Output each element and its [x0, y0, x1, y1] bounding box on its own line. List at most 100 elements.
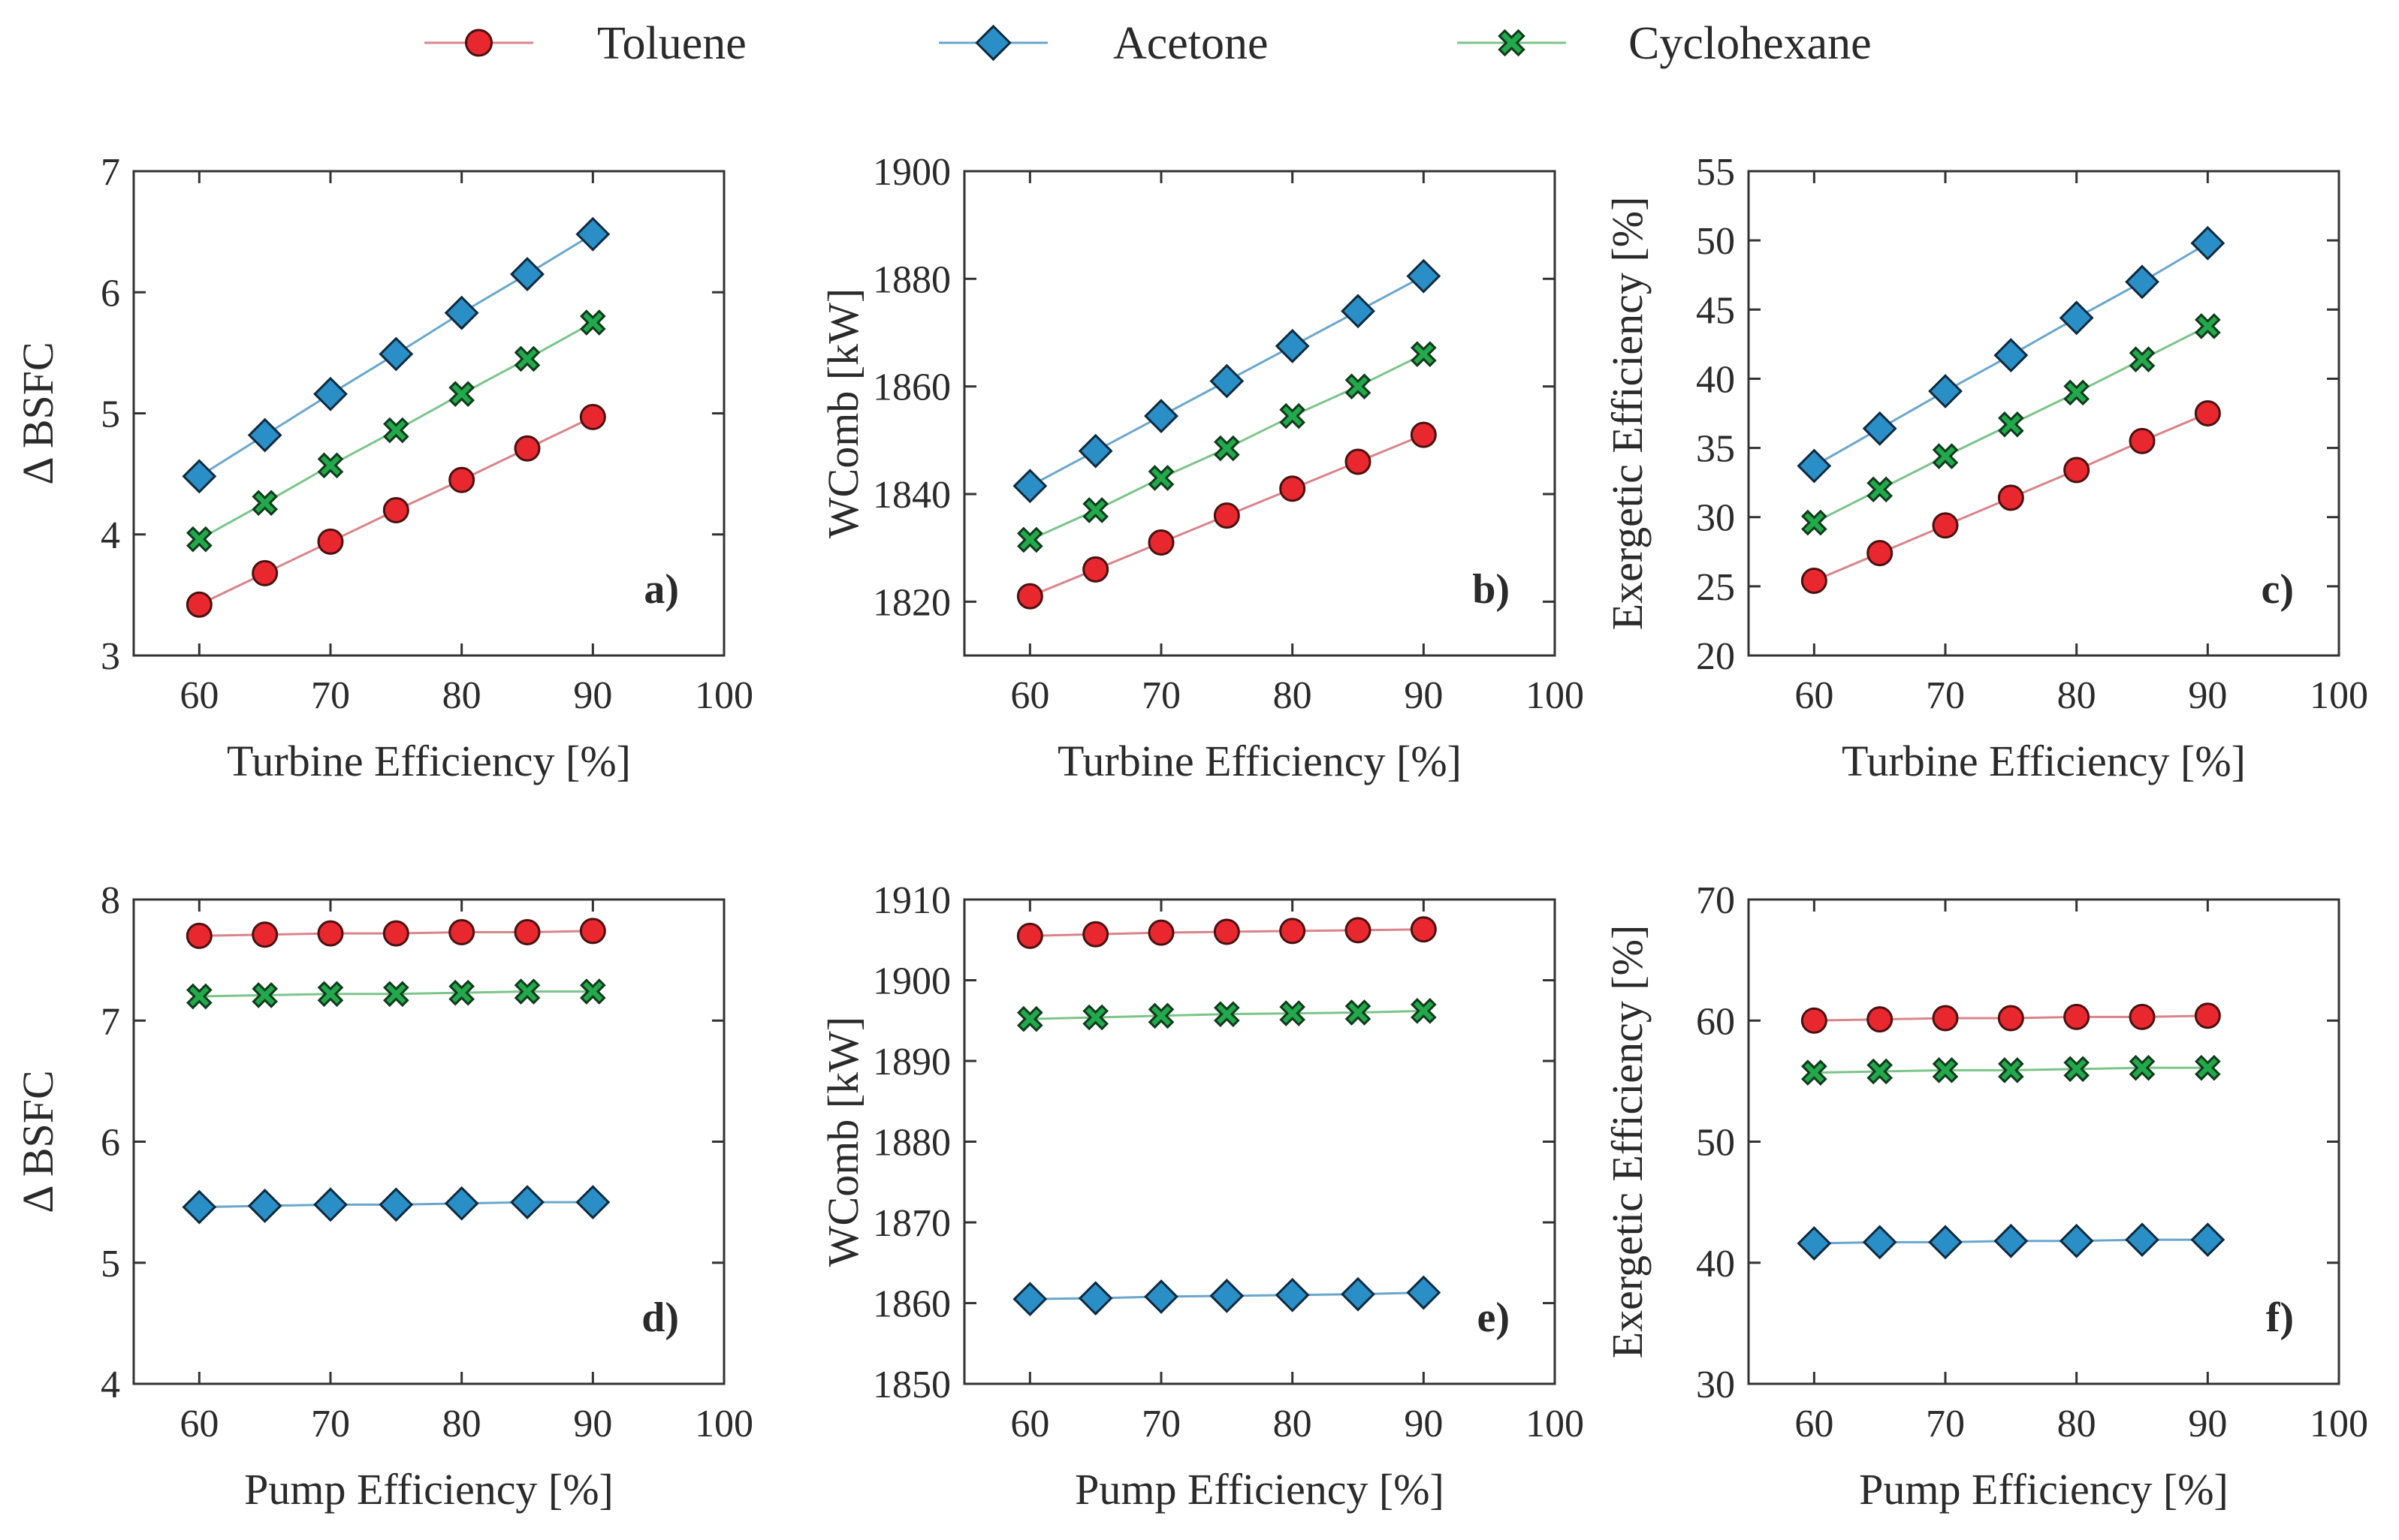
data-point-acetone	[182, 1189, 217, 1225]
data-point-acetone	[2059, 1223, 2094, 1258]
x-tick-label: 80	[442, 674, 481, 717]
data-point-toluene	[1148, 529, 1175, 556]
y-tick-label: 20	[1696, 635, 1735, 678]
chart-panel-a: 60 70 80 90 100 3 4 5 6 7 Turbine Efficiency [%] Δ …	[14, 151, 753, 785]
data-point-toluene	[1344, 917, 1372, 944]
y-axis-label: Exergetic Efficiency [%]	[1603, 925, 1652, 1359]
data-point-acetone	[1209, 363, 1245, 399]
data-point-cyclohexane	[252, 490, 278, 517]
legend-marker-acetone	[975, 24, 1012, 62]
legend: Toluene Acetone Cyclohexane	[424, 18, 1872, 69]
data-point-acetone	[2190, 225, 2225, 261]
data-point-toluene	[448, 466, 475, 493]
data-point-cyclohexane	[383, 417, 409, 444]
chart-panel-d: 60 70 80 90 100 4 5 6 7 8 Pump Efficiency [%] Δ BSF…	[14, 879, 753, 1514]
data-point-toluene	[186, 591, 213, 618]
panel-tag-e: e)	[1477, 1294, 1510, 1341]
x-tick-label: 100	[2310, 674, 2368, 717]
data-point-acetone	[1144, 1279, 1178, 1314]
data-point-toluene	[1866, 540, 1894, 567]
y-tick-label: 30	[1696, 1364, 1735, 1406]
data-point-acetone	[247, 1189, 282, 1223]
legend-label-toluene: Toluene	[597, 18, 747, 69]
data-point-toluene	[317, 920, 344, 947]
data-point-toluene	[1932, 1005, 1959, 1032]
x-tick-label: 100	[1525, 1403, 1584, 1445]
y-tick-label: 70	[1696, 879, 1735, 922]
x-tick-label: 90	[2188, 674, 2227, 717]
data-point-acetone	[1797, 1226, 1832, 1261]
series-cyclohexane	[186, 309, 606, 553]
data-point-cyclohexane	[1214, 435, 1240, 462]
data-point-cyclohexane	[1082, 497, 1109, 523]
data-point-cyclohexane	[1411, 998, 1437, 1024]
y-tick-label: 4	[101, 1364, 120, 1406]
plot-frame-e	[963, 898, 1556, 1385]
data-point-toluene	[1016, 583, 1043, 610]
data-point-acetone	[444, 295, 479, 330]
data-point-cyclohexane	[2129, 1054, 2156, 1081]
data-point-cyclohexane	[1214, 1001, 1240, 1027]
x-tick-label: 100	[695, 674, 753, 717]
data-point-toluene	[1866, 1006, 1894, 1033]
series-toluene	[1016, 421, 1437, 610]
chart-panel-e: 60 70 80 90 100 1850 1860 1870 1880 1890 1900 1910 P…	[819, 879, 1584, 1514]
data-point-cyclohexane	[580, 978, 606, 1005]
data-point-toluene	[1279, 475, 1306, 502]
data-point-toluene	[514, 919, 541, 946]
chart-panel-f: 60 70 80 90 100 30 40 50 60 70 Pump Efficiency [%]…	[1603, 879, 2368, 1514]
data-point-toluene	[252, 559, 279, 586]
y-tick-label: 1900	[873, 960, 951, 1003]
data-point-acetone	[2059, 300, 2094, 336]
data-point-toluene	[1997, 1005, 2024, 1032]
data-point-acetone	[1928, 1225, 1963, 1260]
data-point-toluene	[382, 920, 409, 947]
legend-marker-toluene	[465, 29, 493, 57]
x-tick-label: 60	[1794, 1403, 1833, 1445]
data-point-cyclohexane	[1866, 1058, 1893, 1085]
data-point-toluene	[579, 918, 606, 945]
data-point-toluene	[1082, 921, 1109, 948]
data-point-toluene	[2063, 1003, 2090, 1030]
x-axis-label: Turbine Efficiency [%]	[227, 737, 631, 785]
y-tick-label: 50	[1696, 220, 1735, 263]
x-tick-label: 90	[2188, 1403, 2227, 1445]
data-point-acetone	[1144, 399, 1178, 434]
data-point-cyclohexane	[1279, 402, 1305, 429]
x-tick-label: 60	[1010, 1403, 1049, 1445]
data-point-cyclohexane	[383, 981, 409, 1008]
data-point-acetone	[1341, 1276, 1375, 1312]
y-tick-label: 1860	[873, 1283, 951, 1326]
series-cyclohexane	[1017, 998, 1437, 1032]
data-point-cyclohexane	[2195, 313, 2221, 339]
y-tick-label: 4	[101, 514, 120, 557]
y-tick-label: 5	[101, 1243, 120, 1285]
data-point-cyclohexane	[514, 978, 541, 1005]
panel-tag-b: b)	[1472, 566, 1510, 613]
series-acetone	[1797, 1222, 2225, 1261]
data-point-cyclohexane	[1148, 1002, 1175, 1029]
data-point-cyclohexane	[1866, 476, 1893, 503]
data-point-toluene	[1016, 922, 1043, 949]
y-tick-label: 1870	[873, 1202, 951, 1245]
data-point-cyclohexane	[1998, 411, 2024, 438]
data-point-cyclohexane	[1998, 1057, 2024, 1083]
chart-panel-b: 60 70 80 90 100 1820 1840 1860 1880 1900 Turbine E…	[819, 151, 1584, 785]
data-point-acetone	[1275, 1277, 1310, 1312]
data-point-toluene	[1932, 512, 1959, 539]
data-point-toluene	[514, 435, 541, 462]
legend-label-acetone: Acetone	[1113, 18, 1269, 69]
y-tick-label: 30	[1696, 497, 1735, 540]
series-acetone	[1012, 258, 1441, 504]
data-point-acetone	[1993, 338, 2029, 373]
data-point-toluene	[448, 919, 475, 946]
data-point-toluene	[1344, 448, 1372, 475]
x-tick-label: 90	[1404, 1403, 1443, 1445]
data-point-cyclohexane	[448, 381, 475, 408]
data-point-acetone	[2125, 264, 2159, 300]
y-tick-label: 6	[101, 272, 120, 315]
y-tick-label: 1890	[873, 1041, 951, 1083]
series-acetone	[182, 216, 611, 494]
x-tick-label: 90	[573, 1403, 612, 1445]
y-tick-label: 7	[101, 1000, 120, 1043]
